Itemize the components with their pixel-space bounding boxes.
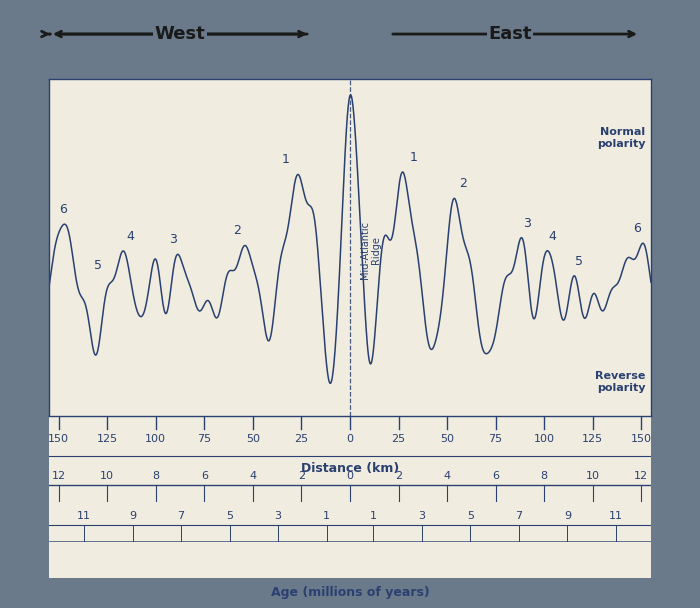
Text: East: East (489, 25, 532, 43)
Text: 12: 12 (634, 471, 648, 482)
Text: 6: 6 (201, 471, 208, 482)
Text: 2: 2 (233, 224, 242, 237)
Text: 5: 5 (226, 511, 233, 522)
Text: 50: 50 (246, 434, 260, 443)
Text: 11: 11 (77, 511, 91, 522)
Text: 10: 10 (586, 471, 600, 482)
Text: 6: 6 (634, 222, 641, 235)
Text: 75: 75 (197, 434, 211, 443)
Text: 6: 6 (492, 471, 499, 482)
Text: 12: 12 (52, 471, 66, 482)
Text: 100: 100 (533, 434, 554, 443)
Text: 150: 150 (631, 434, 652, 443)
Text: 1: 1 (282, 153, 290, 167)
Text: Normal
polarity: Normal polarity (596, 128, 645, 149)
Text: 1: 1 (410, 151, 418, 164)
Text: 1: 1 (370, 511, 377, 522)
Text: 150: 150 (48, 434, 69, 443)
Text: 2: 2 (395, 471, 402, 482)
Text: 5: 5 (94, 259, 102, 272)
Text: 75: 75 (489, 434, 503, 443)
Text: 3: 3 (523, 216, 531, 229)
Text: Distance (km): Distance (km) (301, 461, 399, 475)
Text: 4: 4 (444, 471, 451, 482)
Text: 125: 125 (582, 434, 603, 443)
Text: 7: 7 (178, 511, 185, 522)
Text: 9: 9 (129, 511, 136, 522)
Text: 10: 10 (100, 471, 114, 482)
Text: 4: 4 (249, 471, 256, 482)
Text: 2: 2 (458, 177, 467, 190)
Text: 50: 50 (440, 434, 454, 443)
Text: 3: 3 (274, 511, 281, 522)
Text: 3: 3 (169, 233, 177, 246)
Text: 5: 5 (467, 511, 474, 522)
Text: Reverse
polarity: Reverse polarity (595, 371, 645, 393)
Text: 9: 9 (564, 511, 571, 522)
Text: Mid-Atlantic
Ridge: Mid-Atlantic Ridge (360, 221, 382, 279)
Text: 2: 2 (298, 471, 305, 482)
Text: 1: 1 (323, 511, 330, 522)
Text: 4: 4 (127, 230, 134, 243)
Text: 5: 5 (575, 255, 583, 268)
Text: 3: 3 (419, 511, 426, 522)
Text: 8: 8 (540, 471, 548, 482)
Text: 8: 8 (152, 471, 160, 482)
Text: 6: 6 (59, 203, 66, 216)
Text: 100: 100 (146, 434, 167, 443)
Text: 125: 125 (97, 434, 118, 443)
Text: 25: 25 (391, 434, 405, 443)
Text: 0: 0 (346, 434, 354, 443)
Text: 0: 0 (346, 471, 354, 482)
Text: West: West (155, 25, 205, 43)
Text: Age (millions of years): Age (millions of years) (271, 586, 429, 599)
Text: 11: 11 (609, 511, 623, 522)
Text: 4: 4 (548, 230, 556, 243)
Text: 7: 7 (515, 511, 522, 522)
Text: 25: 25 (295, 434, 309, 443)
